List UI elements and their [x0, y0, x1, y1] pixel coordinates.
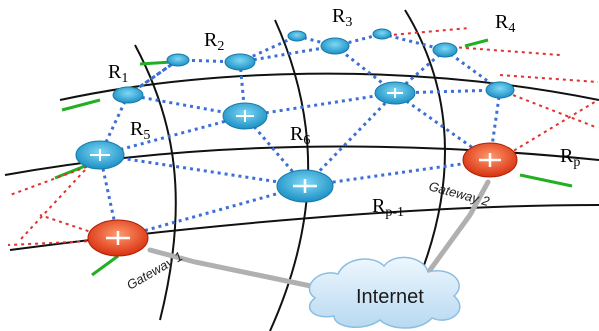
gateway-1-label: Gateway 1	[124, 249, 185, 293]
client-link	[465, 40, 488, 46]
router-node	[277, 170, 333, 202]
gateway-link	[20, 170, 85, 240]
internet-label: Internet	[356, 286, 424, 308]
label-r5: R5	[130, 118, 150, 143]
label-r1: R1	[108, 61, 128, 86]
gateway-router-2	[463, 143, 517, 177]
mesh-link	[245, 93, 395, 116]
label-r6: R6	[290, 123, 310, 148]
gateway-2-label: Gateway 2	[427, 178, 492, 209]
router-node	[288, 31, 306, 41]
mesh-link	[100, 155, 305, 186]
router-node	[433, 43, 457, 57]
internet-cloud: Internet	[309, 257, 459, 328]
label-r3: R3	[332, 5, 352, 30]
client-link	[92, 256, 118, 275]
router-node	[486, 82, 514, 98]
label-r4: R4	[495, 11, 515, 36]
router-node	[225, 54, 255, 70]
gateway-link	[500, 90, 598, 128]
router-node	[113, 87, 143, 103]
mesh-link	[118, 186, 305, 238]
router-node	[167, 54, 189, 66]
client-link	[62, 100, 100, 110]
router-node	[76, 141, 124, 169]
router-node	[375, 82, 415, 104]
gateway-link	[380, 28, 470, 36]
router-node	[223, 103, 267, 129]
router-node	[321, 38, 349, 54]
label-rp-1: Rp-1	[372, 195, 404, 220]
gateway-link	[452, 47, 560, 55]
router-labels: R1 R2 R3 R4 R5 R6 Rp Rp-1	[108, 5, 580, 220]
label-r2: R2	[204, 29, 224, 54]
label-rp: Rp	[560, 145, 580, 170]
router-node	[373, 29, 391, 39]
gateway-router-1	[88, 220, 148, 256]
gateway-link	[500, 75, 598, 82]
client-link	[520, 175, 572, 186]
